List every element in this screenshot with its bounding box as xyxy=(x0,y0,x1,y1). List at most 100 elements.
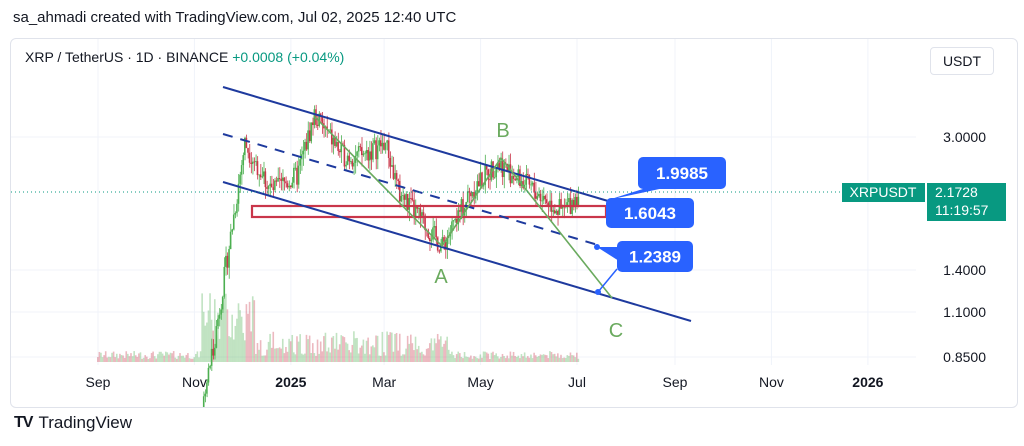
volume-bar xyxy=(566,355,569,362)
candle-body xyxy=(411,198,414,200)
volume-bar xyxy=(111,352,113,362)
volume-bar xyxy=(405,348,407,362)
volume-bar xyxy=(221,307,224,362)
volume-bar xyxy=(544,354,546,362)
volume-bar xyxy=(362,339,365,362)
candle-body xyxy=(373,140,376,144)
candle-body xyxy=(526,173,529,176)
candle-body xyxy=(443,237,445,242)
candle-body xyxy=(245,137,248,149)
volume-bar xyxy=(519,358,521,362)
candle-body xyxy=(542,195,545,201)
volume-bar xyxy=(293,352,295,362)
candle-body xyxy=(517,169,520,177)
candle-body xyxy=(286,183,289,188)
volume-bar xyxy=(299,334,301,362)
volume-bar xyxy=(482,351,485,362)
chart-panel[interactable]: Sep Nov 2025 Mar May Jul Sep Nov 2026 3.0000 1.400… xyxy=(10,38,1018,408)
candle-body xyxy=(557,211,559,215)
volume-bar xyxy=(332,336,335,362)
volume-bar xyxy=(484,351,486,362)
candle-body xyxy=(351,161,354,167)
candle-body xyxy=(519,169,521,186)
volume-bar xyxy=(564,357,567,362)
candle-body xyxy=(452,220,455,222)
volume-bar xyxy=(427,348,429,362)
candle-body xyxy=(229,231,232,250)
volume-bar xyxy=(283,353,286,362)
candle-body xyxy=(293,167,295,183)
callout-box xyxy=(638,157,726,189)
volume-bar xyxy=(274,348,276,362)
volume-bar xyxy=(340,335,343,362)
candle-body xyxy=(236,203,238,214)
volume-bar xyxy=(217,312,219,362)
candle-body xyxy=(226,255,229,268)
volume-bar xyxy=(323,336,325,362)
candle-body xyxy=(560,199,562,209)
candle-body xyxy=(305,141,308,150)
volume-bar xyxy=(149,358,151,362)
candle-body xyxy=(288,185,290,188)
target-callout: 1.9985 xyxy=(608,157,726,200)
volume-bar xyxy=(414,336,417,362)
symbol-name: XRP / TetherUS · 1D · BINANCE xyxy=(25,49,229,65)
volume-bar xyxy=(375,335,377,362)
candle-body xyxy=(242,155,245,166)
volume-bar xyxy=(391,332,393,362)
volume-bar xyxy=(179,353,181,362)
volume-bar xyxy=(270,347,273,362)
candle-body xyxy=(528,175,531,185)
currency-button[interactable]: USDT xyxy=(930,47,994,75)
volume-bar xyxy=(155,358,158,362)
candle-body xyxy=(258,174,260,176)
candle-body xyxy=(428,237,431,242)
volume-bar xyxy=(144,355,147,362)
volume-bar xyxy=(338,344,341,362)
candle-body xyxy=(481,172,483,187)
volume-bar xyxy=(408,343,411,362)
candle-body xyxy=(209,365,211,368)
volume-bar xyxy=(98,351,101,362)
volume-bar xyxy=(142,357,145,362)
candle-body xyxy=(368,151,371,161)
candle-body xyxy=(289,185,292,188)
tradingview-logo-icon: TV xyxy=(14,414,33,431)
volume-bar xyxy=(250,331,252,362)
candle-body xyxy=(511,175,513,184)
volume-bar xyxy=(220,309,222,362)
volume-bar xyxy=(555,356,558,362)
tradingview-logo[interactable]: TV TradingView xyxy=(14,413,132,433)
price-chart[interactable]: Sep Nov 2025 Mar May Jul Sep Nov 2026 3.0000 1.400… xyxy=(11,39,1017,407)
callout-label: 1.6043 xyxy=(624,204,676,223)
volume-bar xyxy=(187,353,189,362)
candle-body xyxy=(485,165,488,170)
candle-body xyxy=(348,155,350,162)
volume-bar xyxy=(291,334,294,362)
volume-bar xyxy=(266,349,268,362)
candle-body xyxy=(408,198,411,210)
candle-body xyxy=(349,161,352,163)
volume-bar xyxy=(272,331,275,362)
candle-body xyxy=(231,229,233,232)
volume-bar xyxy=(576,352,578,362)
candle-body xyxy=(281,177,284,181)
candle-body xyxy=(272,187,275,191)
channel-lower-line xyxy=(222,181,692,322)
volume-bar xyxy=(191,358,194,362)
candle-body xyxy=(225,255,227,267)
volume-bar xyxy=(117,358,120,362)
x-tick-label: Jul xyxy=(568,374,586,390)
candle-body xyxy=(251,161,254,164)
candle-body xyxy=(566,202,569,206)
volume-bar xyxy=(525,357,528,362)
candle-body xyxy=(378,140,380,146)
candle-body xyxy=(403,195,406,200)
candle-body xyxy=(332,137,335,145)
volume-bar xyxy=(345,342,347,362)
volume-bar xyxy=(378,355,380,362)
y-tick-label: 1.1000 xyxy=(943,304,986,320)
volume-bar xyxy=(294,354,297,362)
x-tick-label: Sep xyxy=(663,374,688,390)
candle-body xyxy=(253,161,256,163)
